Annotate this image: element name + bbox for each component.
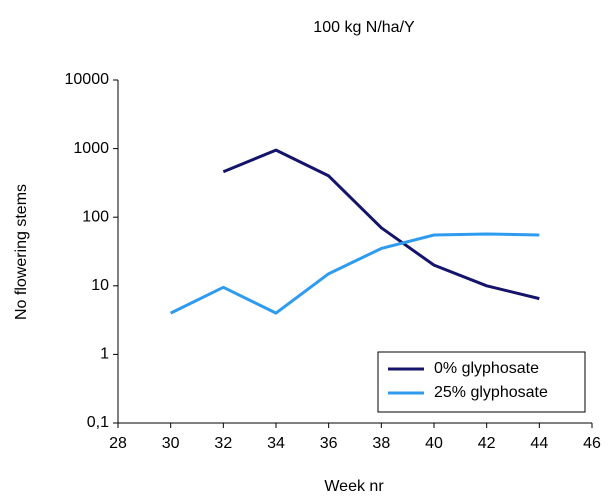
x-tick-label: 34	[267, 435, 285, 452]
y-tick-label: 10	[91, 277, 109, 294]
x-tick-label: 46	[583, 435, 601, 452]
y-axis-label: No flowering stems	[13, 184, 30, 320]
y-tick-label: 1	[100, 346, 109, 363]
x-tick-label: 30	[162, 435, 180, 452]
x-tick-label: 38	[372, 435, 390, 452]
y-tick-label: 100	[82, 208, 109, 225]
x-tick-label: 36	[320, 435, 338, 452]
y-tick-label: 1000	[73, 140, 109, 157]
chart-title: 100 kg N/ha/Y	[313, 19, 415, 36]
y-tick-label: 0,1	[87, 414, 109, 431]
legend-box	[377, 351, 586, 413]
series-line	[222, 148, 540, 301]
x-tick-label: 42	[478, 435, 496, 452]
x-tick-label: 44	[530, 435, 548, 452]
x-tick-label: 28	[109, 435, 127, 452]
x-axis-label: Week nr	[324, 478, 384, 495]
y-tick-label: 10000	[65, 71, 110, 88]
series-line	[170, 232, 540, 315]
x-tick-label: 32	[214, 435, 232, 452]
x-tick-label: 40	[425, 435, 443, 452]
legend-label: 0% glyphosate	[434, 360, 539, 377]
legend-label: 25% glyphosate	[434, 384, 548, 401]
